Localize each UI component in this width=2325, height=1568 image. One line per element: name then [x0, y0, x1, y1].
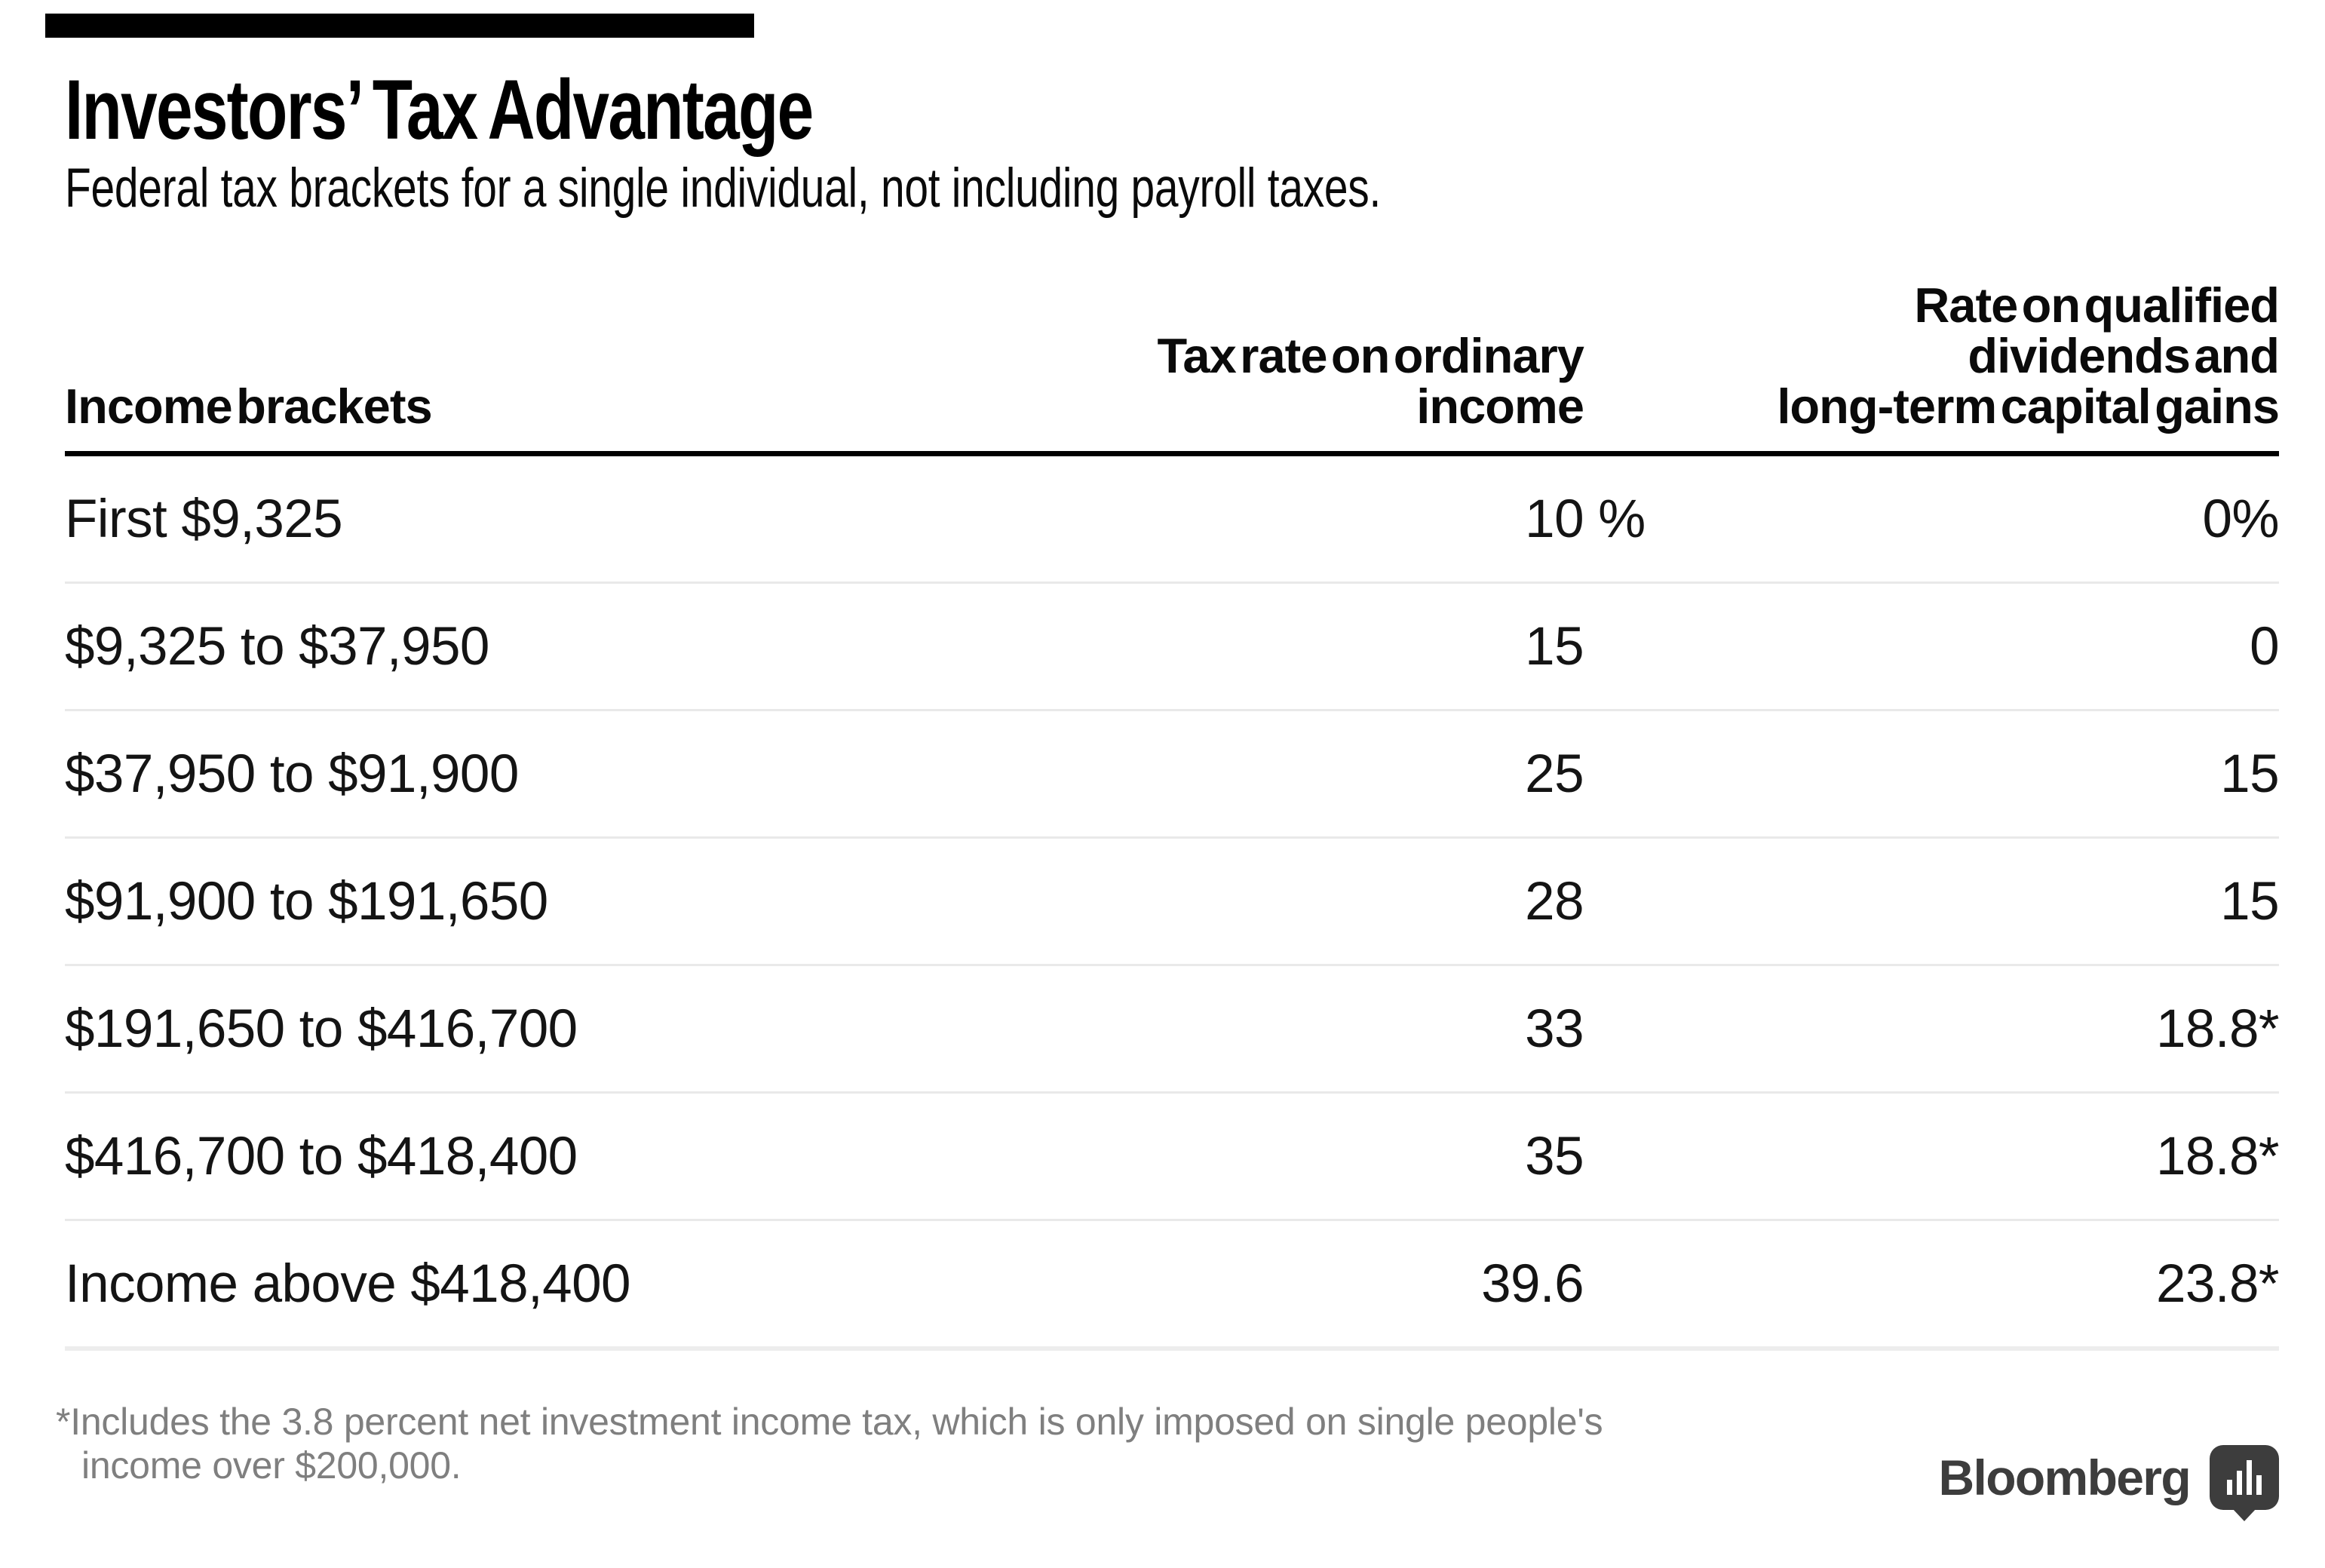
- qualified-rate-cell: 18.8*: [1584, 965, 2280, 1094]
- bracket-cell: Income above $418,400: [65, 1220, 830, 1351]
- bar-chart-icon: [2210, 1460, 2279, 1495]
- table-row: Income above $418,400 39.6 23.8*: [65, 1220, 2280, 1351]
- rate-value: 25: [1525, 744, 1584, 804]
- ordinary-rate-cell: 35: [830, 1092, 1584, 1221]
- ordinary-rate-cell: 33: [830, 965, 1584, 1094]
- rate-value: 28: [1525, 871, 1584, 931]
- rate-value: 15: [1525, 616, 1584, 677]
- ordinary-rate-cell: 15: [830, 582, 1584, 711]
- ordinary-rate-cell: 25: [830, 710, 1584, 839]
- rate-value: 35: [1525, 1126, 1584, 1186]
- bloomberg-wordmark: Bloomberg: [1938, 1450, 2192, 1505]
- table-row: $37,950 to $91,900 25 15: [65, 710, 2280, 839]
- table-row: $416,700 to $418,400 35 18.8*: [65, 1092, 2280, 1221]
- column-header-label: long-term capital gains: [1777, 379, 2280, 434]
- bracket-cell: $37,950 to $91,900: [65, 710, 830, 839]
- column-header-label: Rate on qualified: [1914, 278, 2280, 333]
- footnote-line: income over $200,000.: [81, 1444, 462, 1487]
- qualified-rate-cell: 15: [1584, 837, 2280, 966]
- page-subtitle: Federal tax brackets for a single indivi…: [65, 158, 1382, 219]
- ordinary-rate-cell: 10 %: [830, 453, 1646, 584]
- bracket-cell: First $9,325: [65, 453, 830, 584]
- column-header-qualified-rate: Rate on qualified dividends and long-ter…: [1584, 278, 2280, 456]
- rate-value: 33: [1525, 999, 1584, 1059]
- bloomberg-logo: Bloomberg: [1938, 1445, 2279, 1510]
- bracket-cell: $416,700 to $418,400: [65, 1092, 830, 1221]
- bloomberg-bar-chart-bubble-icon: [2210, 1445, 2279, 1510]
- ordinary-rate-cell: 39.6: [830, 1220, 1584, 1351]
- table-header-row: Income brackets Tax rate on ordinary inc…: [65, 278, 2280, 456]
- bracket-cell: $191,650 to $416,700: [65, 965, 830, 1094]
- bloomberg-top-rule: [45, 14, 754, 38]
- column-header-label: dividends and: [1968, 328, 2280, 383]
- column-header-income-brackets: Income brackets: [65, 280, 830, 456]
- table-row: First $9,325 10 % 0%: [65, 453, 2280, 584]
- column-header-label: Income brackets: [65, 379, 433, 434]
- ordinary-rate-cell: 28: [830, 837, 1584, 966]
- table-row: $191,650 to $416,700 33 18.8*: [65, 965, 2280, 1094]
- column-header-label: Tax rate on ordinary: [1157, 328, 1584, 383]
- column-header-ordinary-rate: Tax rate on ordinary income: [830, 280, 1584, 456]
- column-header-label: income: [1416, 379, 1584, 434]
- qualified-rate-cell: 23.8*: [1584, 1220, 2280, 1351]
- bracket-cell: $9,325 to $37,950: [65, 582, 830, 711]
- rate-value: 10: [1525, 489, 1584, 549]
- table-row: $91,900 to $191,650 28 15: [65, 837, 2280, 966]
- page-title: Investors’ Tax Advantage: [65, 63, 814, 157]
- footnote-line: *Includes the 3.8 percent net investment…: [56, 1401, 1603, 1443]
- qualified-rate-cell: 0: [1584, 582, 2280, 711]
- qualified-rate-cell: 0%: [1584, 453, 2280, 584]
- bracket-cell: $91,900 to $191,650: [65, 837, 830, 966]
- tax-brackets-table: Income brackets Tax rate on ordinary inc…: [65, 278, 2280, 1351]
- footnote: *Includes the 3.8 percent net investment…: [56, 1400, 1603, 1487]
- table-row: $9,325 to $37,950 15 0: [65, 582, 2280, 711]
- qualified-rate-cell: 15: [1584, 710, 2280, 839]
- qualified-rate-cell: 18.8*: [1584, 1092, 2280, 1221]
- rate-value: 39.6: [1481, 1253, 1584, 1314]
